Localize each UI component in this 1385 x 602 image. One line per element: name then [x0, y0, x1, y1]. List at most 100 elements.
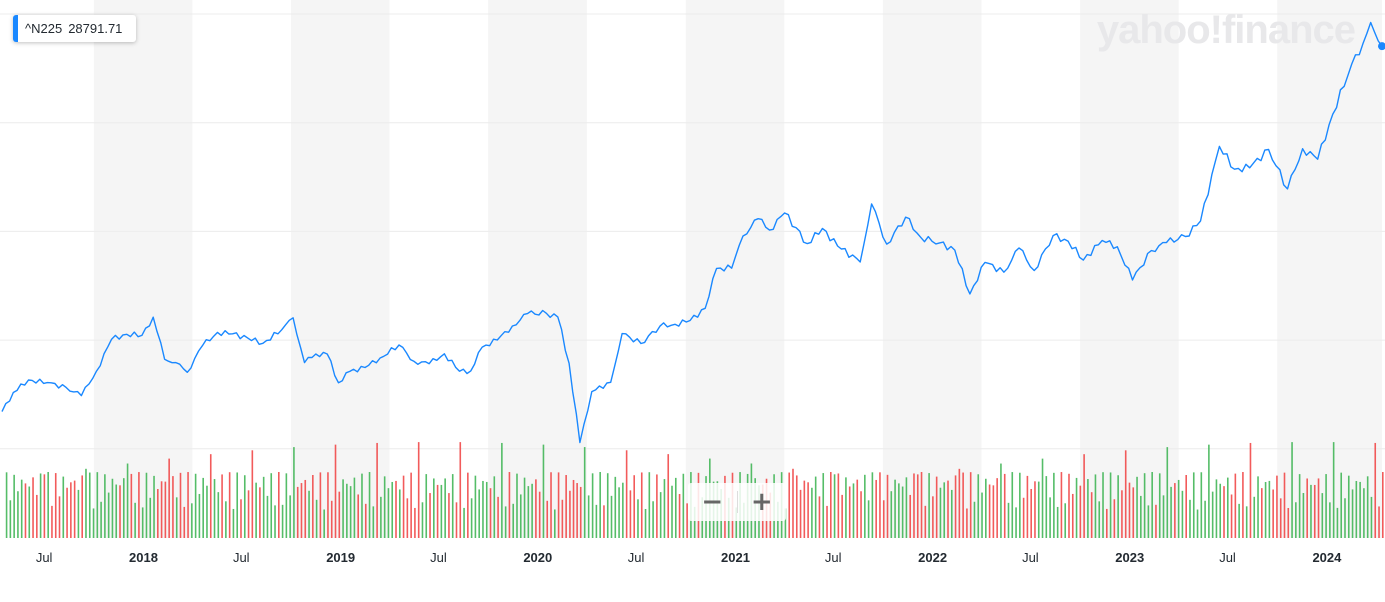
volume-bar [243, 475, 246, 538]
volume-bar [262, 476, 265, 538]
volume-bar [1226, 477, 1229, 538]
volume-bar [656, 474, 658, 538]
volume-bar [531, 483, 533, 538]
volume-bar [882, 500, 885, 538]
volume-bar [319, 472, 322, 538]
volume-bar [1204, 500, 1206, 538]
volume-bar [1192, 472, 1195, 538]
zoom-in-button[interactable]: + [738, 483, 787, 521]
volume-bar [115, 484, 118, 538]
volume-bar [633, 475, 635, 538]
zoom-out-button[interactable]: − [688, 483, 737, 521]
volume-bar [648, 472, 651, 538]
volume-bar [943, 482, 946, 538]
volume-bar [603, 505, 605, 538]
series-color-swatch [13, 15, 18, 42]
volume-bar [1279, 498, 1282, 538]
volume-bar [622, 482, 624, 538]
volume-bar [58, 496, 61, 538]
volume-bar [342, 479, 344, 538]
volume-bar [349, 486, 352, 538]
volume-bar [848, 486, 851, 538]
volume-bar [833, 474, 836, 538]
volume-bar [296, 486, 299, 538]
volume-bar [954, 475, 957, 538]
volume-bar [312, 475, 314, 538]
volume-bar [818, 496, 821, 538]
volume-bar [383, 476, 386, 538]
volume-bar [1366, 476, 1369, 538]
volume-bar [599, 472, 601, 538]
volume-bar [119, 485, 121, 538]
volume-bar [62, 476, 65, 538]
volume-bar [886, 474, 889, 538]
volume-bar [916, 474, 919, 538]
volume-bar [992, 485, 995, 538]
volume-bar [323, 509, 325, 538]
volume-bar [860, 491, 862, 538]
volume-bar [414, 507, 416, 538]
volume-bar [799, 489, 802, 538]
volume-bar [1128, 482, 1131, 538]
x-tick-label: Jul [825, 550, 842, 565]
volume-bar [1219, 483, 1222, 538]
volume-bar [1117, 475, 1119, 538]
volume-bar [996, 478, 998, 538]
symbol-name: ^N225 [25, 21, 63, 36]
volume-bar [493, 476, 496, 538]
volume-bar [240, 499, 242, 538]
volume-bar [966, 508, 968, 538]
volume-bar [508, 472, 511, 538]
volume-bar [346, 483, 348, 538]
volume-bar [1019, 472, 1021, 538]
volume-bar [569, 490, 571, 538]
volume-bar [1374, 442, 1377, 538]
volume-bar [629, 490, 632, 538]
zoom-controls: − + [688, 483, 786, 521]
volume-bar [198, 493, 201, 538]
volume-bar [1098, 501, 1101, 538]
volume-bar [1347, 475, 1350, 538]
volume-bar [504, 506, 507, 538]
volume-bar [909, 494, 911, 538]
volume-bar [1071, 493, 1074, 538]
volume-bar [315, 499, 318, 538]
volume-bar [898, 483, 900, 538]
volume-bar [270, 473, 273, 538]
volume-bar [92, 508, 95, 538]
yahoo-finance-logo: yahoo!finance [1096, 8, 1356, 52]
volume-bar [939, 487, 942, 538]
volume-bar [478, 489, 480, 538]
volume-bar [554, 509, 556, 538]
volume-bar [153, 475, 155, 538]
volume-bar [122, 478, 125, 538]
volume-bar [175, 497, 178, 538]
volume-bar [1113, 499, 1116, 538]
volume-bar [837, 473, 840, 538]
volume-bar [47, 472, 49, 538]
volume-bar [111, 478, 114, 538]
volume-bar [1189, 499, 1191, 538]
volume-bar [1037, 481, 1040, 538]
volume-bar [1064, 503, 1067, 538]
volume-bar [958, 468, 961, 538]
volume-bar [583, 447, 586, 538]
volume-bar [20, 479, 23, 538]
volume-bar [1245, 506, 1248, 538]
volume-bar [149, 497, 152, 538]
volume-bar [134, 502, 136, 538]
x-tick-label: 2024 [1312, 550, 1342, 565]
volume-bar [962, 472, 964, 538]
x-tick-label: Jul [36, 550, 53, 565]
volume-bar [1041, 458, 1044, 538]
volume-bar [81, 475, 83, 538]
volume-bar [935, 476, 938, 538]
volume-bar [24, 483, 27, 538]
volume-bar [425, 474, 428, 538]
volume-bar [1121, 490, 1123, 538]
volume-bar [845, 477, 847, 538]
volume-bar [1011, 472, 1014, 538]
volume-bar [735, 507, 738, 538]
volume-bar [550, 472, 552, 538]
volume-bar [1170, 486, 1172, 538]
